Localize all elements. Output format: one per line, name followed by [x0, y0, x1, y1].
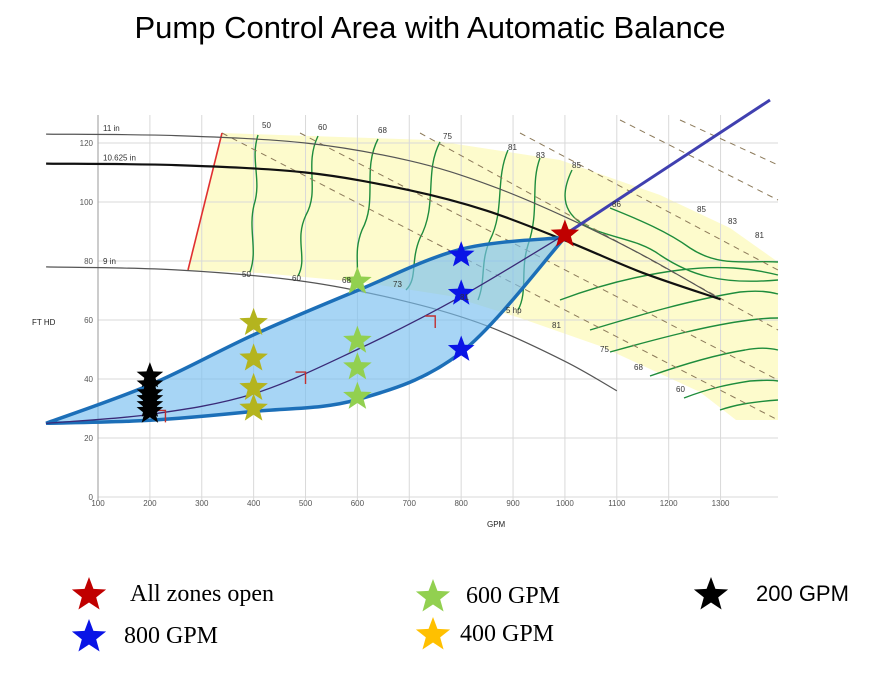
y-tick-label: 120 [80, 139, 94, 148]
data-point-star [447, 241, 475, 267]
data-point-star [239, 372, 268, 401]
y-tick-label: 80 [84, 257, 93, 266]
flow-marker [295, 371, 307, 385]
efficiency-label: 86 [612, 200, 621, 209]
impeller-curve-label: 11 in [103, 124, 120, 133]
data-point-star [136, 397, 164, 423]
efficiency-label: 50 [262, 121, 271, 130]
x-tick-label: 900 [506, 499, 520, 508]
legend-item-200-gpm: 200 GPM [692, 576, 849, 612]
legend-label: 600 GPM [466, 582, 561, 609]
efficiency-contour [649, 347, 779, 377]
legend-star-icon [71, 619, 107, 652]
flow-marker [425, 315, 436, 328]
efficiency-contour [683, 379, 779, 399]
efficiency-label: 81 [755, 231, 764, 240]
legend-label: 800 GPM [124, 622, 219, 649]
horsepower-line [519, 132, 779, 271]
x-tick-label: 700 [403, 499, 417, 508]
legend-label: 200 GPM [756, 581, 849, 606]
x-axis-label: GPM [487, 520, 506, 529]
efficiency-label: 68 [634, 363, 643, 372]
impeller-curve [46, 133, 721, 300]
y-tick-label: 20 [84, 434, 93, 443]
efficiency-label: 85 [572, 161, 581, 170]
y-tick-label: 0 [89, 493, 94, 502]
data-points [136, 219, 580, 423]
data-point-star [343, 381, 372, 409]
efficiency-label: 60 [292, 274, 301, 283]
efficiency-label: 81 [508, 143, 517, 152]
legend-star-icon [693, 577, 729, 610]
efficiency-contour [559, 266, 779, 301]
y-tick-label: 40 [84, 375, 93, 384]
horsepower-line [419, 132, 779, 331]
system-curve-extension [564, 98, 771, 236]
data-point-star [239, 343, 268, 371]
data-point-star [343, 352, 372, 380]
efficiency-contour [297, 135, 319, 277]
legend-star-icon [415, 617, 451, 650]
efficiency-contour [609, 317, 779, 353]
x-tick-label: 1300 [712, 499, 730, 508]
x-tick-label: 100 [91, 499, 105, 508]
efficiency-label: 60 [676, 385, 685, 394]
efficiency-label: 68 [342, 276, 351, 285]
impeller-curve [46, 162, 721, 301]
x-tick-label: 400 [247, 499, 261, 508]
horsepower-label: 5 hp [506, 306, 522, 315]
data-point-star [239, 307, 268, 336]
efficiency-label: 68 [378, 126, 387, 135]
data-point-star [343, 266, 372, 294]
efficiency-label: 73 [393, 280, 402, 289]
legend-item-600-gpm: 600 GPM [414, 578, 560, 614]
y-tick-label: 100 [80, 198, 94, 207]
efficiency-contour [589, 290, 779, 331]
efficiency-label: 60 [318, 123, 327, 132]
impeller-curve-label: 9 in [103, 257, 116, 266]
efficiency-label: 81 [552, 321, 561, 330]
legend-star-icon [415, 579, 451, 612]
data-point-star [550, 219, 580, 247]
legend-label: All zones open [130, 580, 274, 607]
legend-item-400-gpm: 400 GPM [414, 616, 554, 652]
x-tick-label: 800 [454, 499, 468, 508]
data-point-star [447, 335, 475, 361]
legend-item-800-gpm: 800 GPM [70, 618, 218, 654]
x-tick-label: 200 [143, 499, 157, 508]
efficiency-contour [609, 207, 779, 263]
efficiency-contour [564, 169, 779, 282]
efficiency-label: 50 [242, 270, 251, 279]
chart-labels: 50 60 68 75 81 83 85 86 85 83 81 81 75 68 60 50 60 68 73 81… [242, 121, 764, 394]
legend-star-icon [71, 577, 107, 610]
legend-label: 400 GPM [460, 620, 555, 647]
efficiency-label: 85 [697, 205, 706, 214]
legend-item-all-zones-open: All zones open [70, 576, 274, 612]
horsepower-line [679, 119, 779, 166]
chart-title: Pump Control Area with Automatic Balance [134, 10, 726, 45]
pump-chart: 11 in 10.625 in 9 in 50 60 68 75 81 83 85 86 85 83 8… [32, 98, 779, 529]
efficiency-contour [719, 399, 779, 411]
data-point-star [239, 393, 268, 421]
min-flow-line [187, 132, 223, 271]
efficiency-label: 75 [443, 132, 452, 141]
efficiency-label: 75 [600, 345, 609, 354]
y-tick-label: 60 [84, 316, 93, 325]
data-point-star [447, 279, 475, 305]
efficiency-contour [249, 134, 259, 273]
x-tick-label: 1000 [556, 499, 574, 508]
efficiency-label: 83 [728, 217, 737, 226]
impeller-curve-label: 10.625 in [103, 154, 136, 163]
efficiency-label: 83 [536, 151, 545, 160]
data-point-star [343, 325, 372, 353]
x-tick-label: 600 [351, 499, 365, 508]
efficiency-label: 81 [460, 293, 469, 302]
horsepower-line [619, 119, 779, 201]
x-tick-label: 500 [299, 499, 313, 508]
x-tick-label: 1200 [660, 499, 678, 508]
x-tick-label: 300 [195, 499, 209, 508]
axis-ticks: 100 200 300 400 500 600 700 800 900 1000 1100 1200 1… [80, 139, 730, 508]
y-axis-label: FT HD [32, 318, 56, 327]
x-tick-label: 1100 [608, 499, 626, 508]
